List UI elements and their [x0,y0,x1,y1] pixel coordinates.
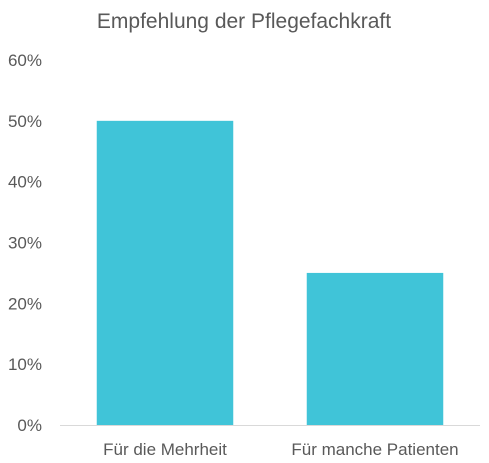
y-tick-label: 40% [8,173,42,192]
y-tick-label: 50% [8,112,42,131]
x-tick-label: Für die Mehrheit [103,440,227,459]
y-tick-label: 0% [17,416,42,435]
bar [96,120,234,425]
y-axis-ticks: 0% 10% 20% 30% 40% 50% 60% [8,51,42,435]
y-tick-label: 20% [8,294,42,313]
y-tick-label: 30% [8,234,42,253]
y-tick-label: 60% [8,51,42,70]
chart-title: Empfehlung der Pflegefachkraft [97,10,391,33]
y-tick-label: 10% [8,355,42,374]
bars [96,120,444,425]
x-tick-label: Für manche Patienten [291,440,458,459]
x-axis-ticks: Für die Mehrheit Für manche Patienten [103,440,459,459]
bar [306,272,444,425]
